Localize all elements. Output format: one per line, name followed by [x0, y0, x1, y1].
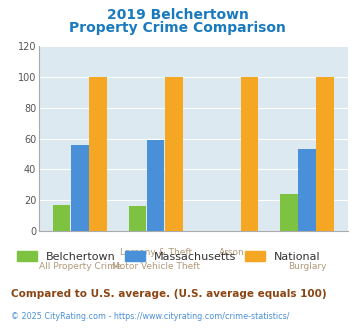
Text: Property Crime Comparison: Property Crime Comparison — [69, 21, 286, 35]
Text: Burglary: Burglary — [288, 262, 326, 271]
Bar — [298, 149, 316, 231]
Bar — [53, 205, 71, 231]
Bar — [89, 77, 107, 231]
Bar — [147, 140, 164, 231]
Bar — [241, 77, 258, 231]
Text: Arson: Arson — [218, 248, 244, 257]
Text: 2019 Belchertown: 2019 Belchertown — [106, 8, 248, 22]
Text: © 2025 CityRating.com - https://www.cityrating.com/crime-statistics/: © 2025 CityRating.com - https://www.city… — [11, 312, 289, 321]
Text: Compared to U.S. average. (U.S. average equals 100): Compared to U.S. average. (U.S. average … — [11, 289, 326, 299]
Bar — [280, 194, 297, 231]
Text: Motor Vehicle Theft: Motor Vehicle Theft — [111, 262, 200, 271]
Bar — [129, 206, 146, 231]
Bar — [165, 77, 182, 231]
Bar — [71, 145, 89, 231]
Bar — [316, 77, 334, 231]
Text: All Property Crime: All Property Crime — [39, 262, 121, 271]
Legend: Belchertown, Massachusetts, National: Belchertown, Massachusetts, National — [13, 247, 325, 267]
Text: Larceny & Theft: Larceny & Theft — [120, 248, 192, 257]
